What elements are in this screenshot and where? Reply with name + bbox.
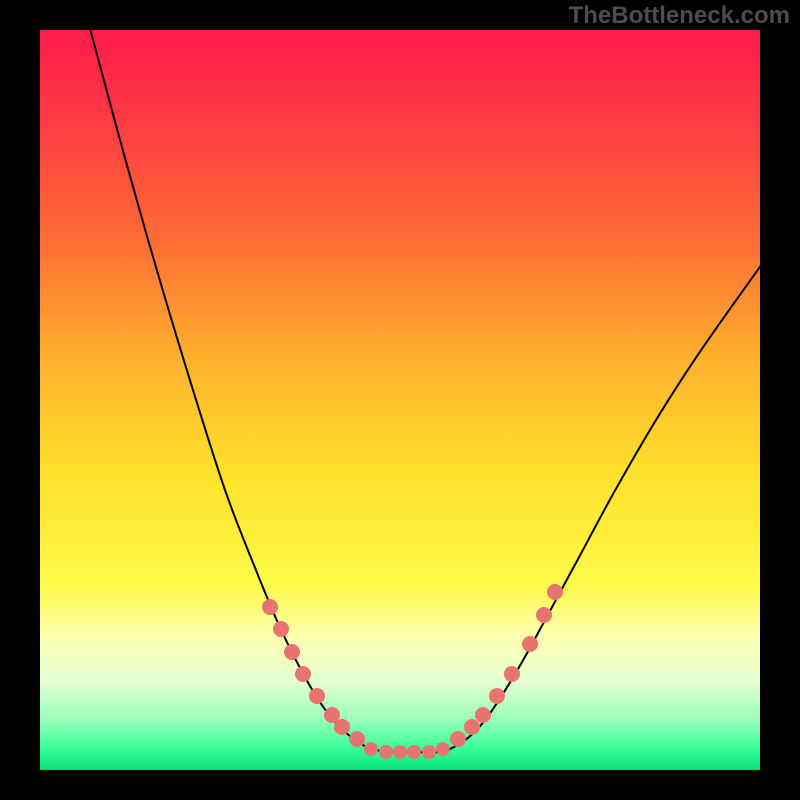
data-marker	[464, 719, 480, 735]
data-marker	[522, 636, 538, 652]
data-marker	[379, 745, 393, 759]
data-marker	[450, 731, 466, 747]
data-marker	[334, 719, 350, 735]
data-marker	[262, 599, 278, 615]
data-marker	[475, 707, 491, 723]
bottleneck-curve	[40, 30, 760, 770]
curve-left	[90, 30, 385, 752]
data-marker	[309, 688, 325, 704]
plot-area	[40, 30, 760, 770]
data-marker	[393, 745, 407, 759]
data-marker	[407, 745, 421, 759]
watermark-text: TheBottleneck.com	[569, 2, 790, 30]
data-marker	[547, 584, 563, 600]
data-marker	[422, 745, 436, 759]
data-marker	[436, 742, 450, 756]
data-marker	[536, 607, 552, 623]
stage: TheBottleneck.com	[0, 0, 800, 800]
curve-right	[443, 267, 760, 752]
data-marker	[489, 688, 505, 704]
data-marker	[349, 731, 365, 747]
data-marker	[284, 644, 300, 660]
data-marker	[364, 742, 378, 756]
data-marker	[273, 621, 289, 637]
data-marker	[504, 666, 520, 682]
data-marker	[295, 666, 311, 682]
